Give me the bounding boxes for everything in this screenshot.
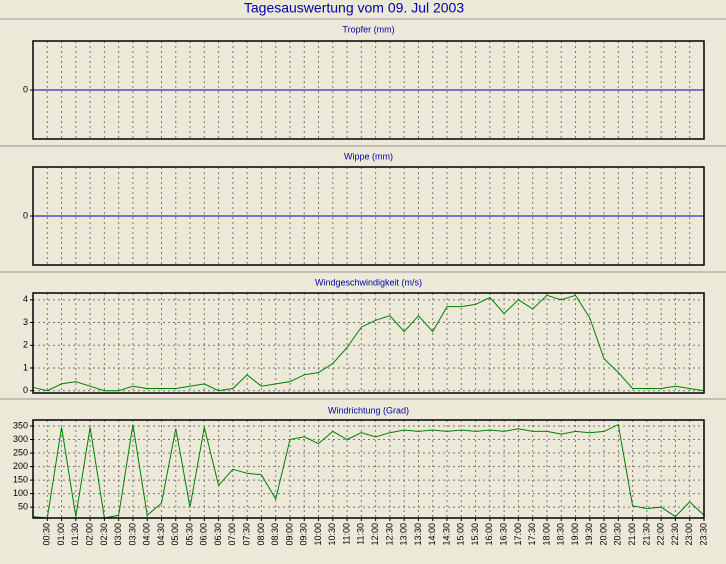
- y-tick-label: 1: [23, 362, 28, 372]
- x-tick-label: 09:00: [284, 523, 294, 546]
- x-tick-label: 02:00: [84, 523, 94, 546]
- y-tick-label: 4: [23, 294, 28, 304]
- x-tick-label: 01:30: [70, 523, 80, 546]
- x-tick-label: 18:00: [541, 523, 551, 546]
- x-tick-label: 05:30: [184, 523, 194, 546]
- x-tick-label: 08:00: [256, 523, 266, 546]
- x-tick-label: 14:00: [427, 523, 437, 546]
- x-tick-label: 12:00: [370, 523, 380, 546]
- x-tick-label: 16:00: [484, 523, 494, 546]
- x-tick-label: 06:30: [213, 523, 223, 546]
- x-tick-label: 05:00: [170, 523, 180, 546]
- x-tick-label: 11:30: [356, 523, 366, 545]
- y-tick-label: 3: [23, 317, 28, 327]
- x-tick-label: 21:30: [641, 523, 651, 546]
- x-tick-label: 10:00: [313, 523, 323, 546]
- x-tick-label: 20:30: [613, 523, 623, 546]
- y-tick-label: 0: [23, 385, 28, 395]
- x-tick-label: 18:30: [556, 523, 566, 546]
- y-tick-label: 0: [23, 210, 28, 220]
- x-tick-label: 09:30: [299, 523, 309, 546]
- x-tick-label: 22:30: [670, 523, 680, 546]
- y-tick-label: 200: [13, 461, 28, 471]
- x-tick-label: 21:00: [627, 523, 637, 546]
- y-tick-label: 350: [13, 420, 28, 430]
- x-tick-label: 14:30: [441, 523, 451, 546]
- x-tick-label: 23:30: [698, 523, 708, 546]
- x-tick-label: 02:30: [99, 523, 109, 546]
- panel-title: Tropfer (mm): [342, 24, 394, 34]
- y-tick-label: 250: [13, 447, 28, 457]
- panel-title: Windrichtung (Grad): [328, 405, 409, 415]
- y-tick-label: 300: [13, 434, 28, 444]
- plot-frame: [32, 40, 705, 140]
- y-tick-label: 150: [13, 474, 28, 484]
- x-tick-label: 07:30: [242, 523, 252, 546]
- x-tick-label: 12:30: [384, 523, 394, 546]
- x-tick-label: 15:30: [470, 523, 480, 546]
- page-title: Tagesauswertung vom 09. Jul 2003: [244, 0, 464, 16]
- x-tick-label: 03:30: [127, 523, 137, 546]
- x-tick-label: 20:00: [598, 523, 608, 546]
- x-tick-label: 13:30: [413, 523, 423, 546]
- plot-frame: [32, 419, 705, 519]
- y-tick-label: 2: [23, 340, 28, 350]
- x-tick-label: 17:00: [513, 523, 523, 546]
- data-line: [32, 294, 705, 392]
- y-tick-label: 0: [23, 84, 28, 94]
- x-tick-label: 13:00: [399, 523, 409, 546]
- x-tick-label: 23:00: [684, 523, 694, 546]
- panel-title: Windgeschwindigkeit (m/s): [315, 277, 422, 287]
- x-tick-label: 19:00: [570, 523, 580, 546]
- x-tick-label: 03:00: [113, 523, 123, 546]
- x-tick-label: 01:00: [56, 523, 66, 546]
- y-tick-label: 100: [13, 488, 28, 498]
- x-tick-label: 08:30: [270, 523, 280, 546]
- x-tick-label: 19:30: [584, 523, 594, 546]
- panel-title: Wippe (mm): [344, 151, 393, 161]
- x-tick-label: 22:00: [656, 523, 666, 546]
- x-tick-label: 15:00: [456, 523, 466, 546]
- x-tick-label: 04:30: [156, 523, 166, 546]
- x-tick-label: 17:30: [527, 523, 537, 546]
- x-tick-label: 06:00: [199, 523, 209, 546]
- y-tick-label: 50: [18, 502, 28, 512]
- x-tick-label: 16:30: [499, 523, 509, 546]
- data-line: [32, 423, 705, 519]
- x-tick-label: 11:00: [341, 523, 351, 545]
- plot-frame: [32, 166, 705, 266]
- x-tick-label: 07:00: [227, 523, 237, 546]
- x-tick-label: 10:30: [327, 523, 337, 546]
- x-tick-label: 00:30: [42, 523, 52, 546]
- plot-frame: [32, 292, 705, 394]
- x-tick-label: 04:00: [142, 523, 152, 546]
